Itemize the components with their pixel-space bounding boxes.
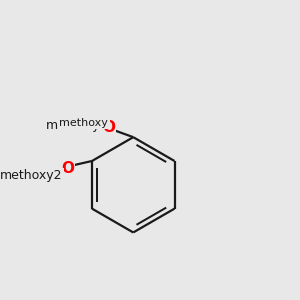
Text: methoxy: methoxy <box>59 118 108 128</box>
Text: O: O <box>102 120 115 135</box>
Text: methoxy2: methoxy2 <box>0 169 63 182</box>
Text: O: O <box>61 161 74 176</box>
Text: methoxy: methoxy <box>46 119 100 132</box>
